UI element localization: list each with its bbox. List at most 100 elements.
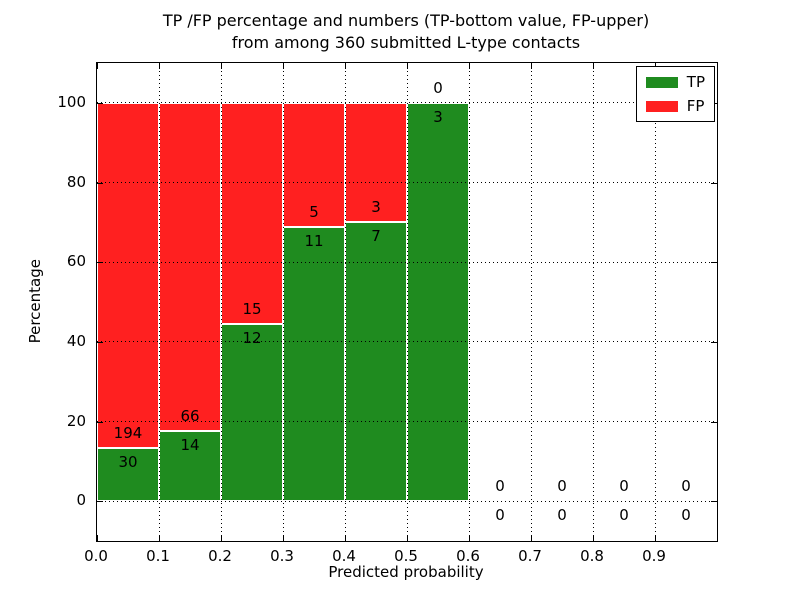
- gridline-vertical: [158, 63, 160, 541]
- x-tick-bottom: [407, 535, 408, 541]
- bar-tp-count: 12: [242, 329, 262, 348]
- gridline-vertical: [406, 63, 408, 541]
- y-tick-label: 0: [76, 491, 86, 510]
- x-tick-top: [469, 63, 470, 69]
- bar-tp-count: 3: [433, 107, 443, 126]
- gridline-horizontal: [97, 182, 717, 183]
- x-tick-bottom: [97, 535, 98, 541]
- bar-tp-count: 30: [118, 452, 138, 471]
- gridline-vertical: [344, 63, 346, 541]
- bar-fp-segment: [159, 102, 221, 432]
- bar-fp-count: 0: [495, 477, 505, 496]
- x-tick-label: 0.4: [332, 547, 356, 565]
- x-tick-bottom: [531, 535, 532, 541]
- gridline-horizontal: [97, 261, 717, 263]
- bar-tp-segment: [221, 324, 283, 502]
- bar-tp-segment: [283, 227, 345, 502]
- x-tick-label: 0.5: [394, 547, 418, 565]
- bar-tp-count: 0: [681, 506, 691, 525]
- y-tick-left: [97, 421, 103, 423]
- bar-fp-count: 0: [681, 477, 691, 496]
- bar-tp-segment: [97, 447, 159, 502]
- y-axis-label: Percentage: [26, 258, 44, 344]
- y-tick-left: [97, 501, 103, 503]
- x-tick-bottom: [283, 535, 284, 541]
- plot-inner: 194 30 66 14 15 12 5 11 3 7 0 3 0 0 0 0 0 0 0 0: [97, 63, 717, 541]
- x-tick-label: 0.0: [84, 547, 108, 565]
- gridline-horizontal: [97, 421, 717, 422]
- legend-label-tp: TP: [686, 73, 705, 91]
- x-tick-label: 0.8: [580, 547, 604, 565]
- y-tick-left: [97, 262, 103, 264]
- chart-title: TP /FP percentage and numbers (TP-bottom…: [96, 10, 716, 54]
- gridline-vertical: [592, 63, 594, 541]
- bar-fp-count: 0: [433, 78, 443, 97]
- bar-tp-segment: [159, 431, 221, 502]
- x-tick-top: [593, 63, 594, 69]
- gridline-vertical: [530, 63, 532, 541]
- x-tick-top: [159, 63, 160, 69]
- gridline-vertical: [282, 63, 284, 541]
- gridline-vertical: [220, 63, 222, 541]
- fp-color-swatch: [645, 100, 678, 112]
- bar-tp-count: 0: [619, 506, 629, 525]
- y-tick-label: 40: [66, 331, 86, 350]
- bar-fp-count: 66: [180, 407, 200, 426]
- x-tick-top: [407, 63, 408, 69]
- bar-tp-count: 0: [557, 506, 567, 525]
- bar-tp-segment: [345, 222, 407, 502]
- gridline-horizontal: [97, 500, 717, 502]
- bar-fp-count: 15: [242, 300, 262, 319]
- chart-title-line1: TP /FP percentage and numbers (TP-bottom…: [162, 11, 650, 30]
- bar-fp-count: 0: [619, 477, 629, 496]
- x-tick-label: 0.3: [270, 547, 294, 565]
- bar-tp-count: 7: [371, 227, 381, 246]
- y-tick-right: [711, 501, 717, 503]
- bar-tp-count: 11: [304, 232, 324, 251]
- x-axis-label: Predicted probability: [328, 563, 484, 581]
- y-tick-label: 20: [66, 411, 86, 430]
- y-tick-label: 60: [66, 252, 86, 271]
- x-tick-label: 0.2: [208, 547, 232, 565]
- legend-entry-fp: FP: [645, 97, 705, 115]
- x-tick-bottom: [221, 535, 222, 541]
- y-tick-left: [97, 341, 103, 343]
- y-tick-right: [711, 421, 717, 423]
- legend-entry-tp: TP: [645, 73, 705, 91]
- x-tick-label: 0.7: [518, 547, 542, 565]
- x-tick-bottom: [159, 535, 160, 541]
- x-tick-label: 0.6: [456, 547, 480, 565]
- y-tick-right: [711, 341, 717, 343]
- x-tick-top: [531, 63, 532, 69]
- bar-fp-segment: [97, 102, 159, 448]
- x-tick-label: 0.1: [146, 547, 170, 565]
- legend-label-fp: FP: [686, 97, 705, 115]
- plot-area: 194 30 66 14 15 12 5 11 3 7 0 3 0 0 0 0 0 0 0 0 TP FP: [96, 62, 718, 542]
- x-tick-top: [221, 63, 222, 69]
- x-tick-top: [97, 63, 98, 69]
- x-tick-bottom: [593, 535, 594, 541]
- x-tick-bottom: [469, 535, 470, 541]
- bar-fp-count: 5: [309, 203, 319, 222]
- gridline-vertical: [654, 63, 656, 541]
- legend: TP FP: [635, 66, 715, 122]
- y-tick-label: 80: [66, 172, 86, 191]
- bar-fp-segment: [221, 102, 283, 325]
- tp-color-swatch: [645, 76, 678, 88]
- bar-tp-segment: [407, 102, 469, 502]
- x-tick-top: [283, 63, 284, 69]
- bar-fp-segment: [283, 102, 345, 228]
- y-axis-label-wrap: Percentage: [24, 62, 46, 540]
- gridline-horizontal: [97, 341, 717, 343]
- bar-fp-count: 3: [371, 198, 381, 217]
- chart-title-line2: from among 360 submitted L-type contacts: [231, 33, 581, 52]
- y-tick-right: [711, 182, 717, 184]
- x-tick-label: 0.9: [642, 547, 666, 565]
- bar-tp-count: 14: [180, 436, 200, 455]
- gridline-vertical: [468, 63, 470, 541]
- y-tick-left: [97, 102, 103, 104]
- y-tick-left: [97, 182, 103, 184]
- gridline-horizontal: [97, 102, 717, 104]
- x-tick-bottom: [655, 535, 656, 541]
